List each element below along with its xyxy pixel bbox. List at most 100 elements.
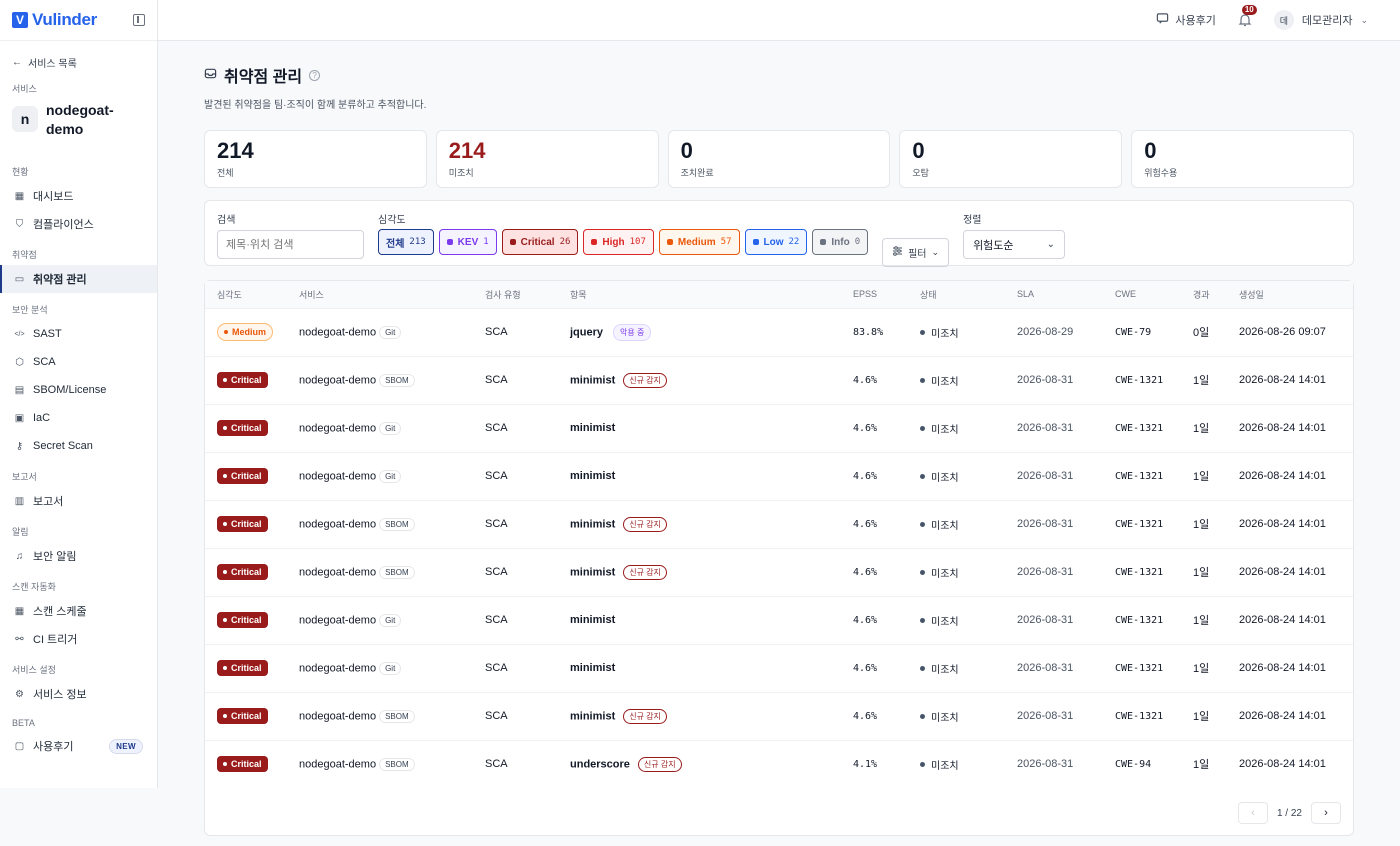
- sidebar-collapse-icon[interactable]: [133, 14, 145, 26]
- sidebar-item-10[interactable]: ▭ 취약점 관리: [0, 265, 157, 293]
- stat-label: 조치완료: [680, 168, 714, 178]
- sidebar-item-20[interactable]: </> SAST: [0, 320, 157, 348]
- service-cell: nodegoat-demo Git: [299, 452, 485, 501]
- column-header[interactable]: 경과: [1193, 281, 1239, 309]
- severity-chip-전체[interactable]: 전체 213: [378, 229, 434, 255]
- sla-cell: 2026-08-31: [1017, 644, 1115, 693]
- column-header[interactable]: 서비스: [299, 281, 485, 309]
- table-row[interactable]: Critical nodegoat-demo SBOM SCA minimist 신규 감…: [205, 356, 1353, 405]
- sidebar-item-23[interactable]: ▣ IaC: [0, 404, 157, 432]
- severity-chips: 전체 213 KEV 1 Critical 26 High 107 Medium 57 Low 22 I…: [378, 229, 869, 255]
- feedback-button[interactable]: 사용후기: [1156, 12, 1216, 28]
- severity-badge: Critical: [217, 372, 268, 388]
- column-header[interactable]: CWE: [1115, 281, 1193, 309]
- filter-button[interactable]: 필터 ⌄: [882, 238, 950, 267]
- scan-type-cell: SCA: [485, 644, 570, 693]
- feedback-icon: [1156, 12, 1169, 28]
- item-name[interactable]: minimist: [570, 373, 616, 386]
- service-cell: nodegoat-demo SBOM: [299, 740, 485, 788]
- sidebar-item-1[interactable]: ⛉ 컴플라이언스: [0, 210, 157, 238]
- severity-chip-info[interactable]: Info 0: [812, 229, 869, 255]
- sidebar-item-51[interactable]: ⚯ CI 트리거: [0, 625, 157, 653]
- sidebar-item-60[interactable]: ⚙ 서비스 정보: [0, 680, 157, 708]
- sort-select[interactable]: 위험도순 ⌄: [963, 230, 1066, 259]
- help-icon[interactable]: ?: [309, 69, 321, 81]
- table-row[interactable]: Critical nodegoat-demo Git SCA minimist 4.6% 미…: [205, 404, 1353, 453]
- severity-chip-high[interactable]: High 107: [583, 229, 654, 255]
- cwe-cell: CWE-1321: [1115, 404, 1193, 453]
- table-row[interactable]: Critical nodegoat-demo Git SCA minimist 4.6% 미…: [205, 596, 1353, 645]
- created-cell: 2026-08-24 14:01: [1239, 596, 1353, 645]
- back-label: 서비스 목록: [28, 58, 77, 70]
- column-header[interactable]: 항목: [570, 281, 853, 309]
- status-dot: [920, 569, 925, 575]
- user-menu[interactable]: 데 데모관리자 ⌄: [1273, 10, 1368, 30]
- table-row[interactable]: Medium nodegoat-demo Git SCA jquery 악용 중 83.8%…: [205, 308, 1353, 357]
- sidebar-item-70[interactable]: ▢ 사용후기 NEW: [0, 732, 157, 760]
- cwe-cell: CWE-1321: [1115, 548, 1193, 597]
- column-header[interactable]: EPSS: [853, 281, 920, 309]
- item-name[interactable]: minimist: [570, 517, 616, 530]
- new-detection-badge: 신규 감지: [637, 756, 682, 772]
- next-page-button[interactable]: ›: [1311, 802, 1341, 824]
- sidebar-item-24[interactable]: ⚷ Secret Scan: [0, 432, 157, 460]
- column-header[interactable]: 검사 유형: [485, 281, 570, 309]
- sla-cell: 2026-08-31: [1017, 500, 1115, 549]
- back-to-services-link[interactable]: ← 서비스 목록: [0, 56, 157, 70]
- severity-badge: Critical: [217, 660, 268, 676]
- item-name[interactable]: minimist: [570, 422, 616, 434]
- column-header[interactable]: 상태: [920, 281, 1017, 309]
- status-indicator: 미조치: [920, 565, 959, 580]
- chip-label: Critical: [520, 236, 555, 248]
- severity-chip-medium[interactable]: Medium 57: [658, 229, 740, 255]
- sidebar-item-label: 서비스 정보: [33, 689, 87, 701]
- sidebar-item-30[interactable]: ▥ 보고서: [0, 487, 157, 515]
- sidebar-item-40[interactable]: ♫ 보안 알림: [0, 542, 157, 570]
- prev-page-button[interactable]: ‹: [1237, 802, 1268, 824]
- created-cell: 2026-08-24 14:01: [1239, 404, 1353, 453]
- item-name[interactable]: minimist: [570, 614, 616, 626]
- table-row[interactable]: Critical nodegoat-demo SBOM SCA underscore 신규…: [205, 740, 1353, 788]
- service-name: nodegoat-demo: [299, 758, 377, 771]
- severity-badge: Critical: [217, 420, 268, 436]
- item-name[interactable]: minimist: [570, 662, 616, 674]
- item-name[interactable]: underscore: [570, 758, 630, 771]
- severity-chip-critical[interactable]: Critical 26: [501, 229, 579, 255]
- service-name: nodegoat-demo: [46, 102, 114, 137]
- sidebar-item-0[interactable]: ▦ 대시보드: [0, 182, 157, 210]
- cwe-cell: CWE-1321: [1115, 452, 1193, 501]
- table-row[interactable]: Critical nodegoat-demo Git SCA minimist 4.6% 미…: [205, 644, 1353, 693]
- epss-cell: 4.6%: [853, 644, 920, 693]
- sidebar-item-22[interactable]: ▤ SBOM/License: [0, 376, 157, 404]
- item-name[interactable]: minimist: [570, 470, 616, 482]
- created-cell: 2026-08-26 09:07: [1239, 308, 1353, 357]
- scan-type-cell: SCA: [485, 692, 570, 741]
- column-header[interactable]: 생성일: [1239, 281, 1353, 309]
- item-name[interactable]: minimist: [570, 565, 616, 578]
- table-row[interactable]: Critical nodegoat-demo SBOM SCA minimist 신규 감…: [205, 548, 1353, 597]
- service-cell: nodegoat-demo Git: [299, 308, 485, 357]
- table-row[interactable]: Critical nodegoat-demo SBOM SCA minimist 신규 감…: [205, 500, 1353, 549]
- item-name[interactable]: jquery: [570, 325, 604, 338]
- table-row[interactable]: Critical nodegoat-demo Git SCA minimist 4.6% 미…: [205, 452, 1353, 501]
- status-cell: 미조치: [920, 404, 1017, 453]
- notification-button[interactable]: 10: [1238, 5, 1257, 27]
- cwe-cell: CWE-1321: [1115, 356, 1193, 405]
- main-area: 사용후기 10 데 데모관리자 ⌄ 취약점 관리 ? 발견된 취약점을 팀·조직…: [158, 0, 1400, 846]
- stat-label: 전체: [217, 168, 234, 178]
- elapsed-cell: 1일: [1193, 644, 1239, 693]
- table-row[interactable]: Critical nodegoat-demo SBOM SCA minimist 신규 감…: [205, 692, 1353, 741]
- severity-text: Critical: [231, 519, 262, 529]
- column-header[interactable]: 심각도: [205, 281, 299, 309]
- column-header[interactable]: SLA: [1017, 281, 1115, 309]
- severity-chip-kev[interactable]: KEV 1: [438, 229, 497, 255]
- nav-group-title: 서비스 설정: [12, 665, 56, 675]
- scan-type-cell: SCA: [485, 596, 570, 645]
- severity-chip-low[interactable]: Low 22: [744, 229, 808, 255]
- item-name[interactable]: minimist: [570, 709, 616, 722]
- sidebar-item-21[interactable]: ⬡ SCA: [0, 348, 157, 376]
- nav-group-title: 알림: [12, 527, 29, 537]
- inbox-icon: [204, 67, 217, 83]
- search-input[interactable]: [217, 230, 364, 259]
- sidebar-item-50[interactable]: ▦ 스캔 스케줄: [0, 597, 157, 625]
